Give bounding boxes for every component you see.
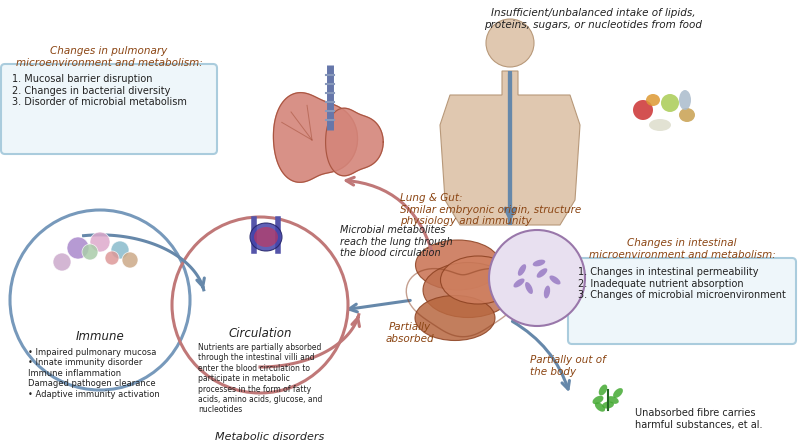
Ellipse shape xyxy=(514,278,525,288)
Circle shape xyxy=(486,19,534,67)
Text: Microbial metabolites
reach the lung through
the blood circulation: Microbial metabolites reach the lung thr… xyxy=(340,225,453,258)
Ellipse shape xyxy=(633,100,653,120)
Text: Immune: Immune xyxy=(76,330,124,343)
Ellipse shape xyxy=(533,260,546,266)
FancyBboxPatch shape xyxy=(1,64,217,154)
Text: Partially out of
the body: Partially out of the body xyxy=(530,355,606,376)
Circle shape xyxy=(53,253,71,271)
Text: Circulation: Circulation xyxy=(228,327,292,340)
Ellipse shape xyxy=(254,227,278,247)
Ellipse shape xyxy=(544,285,550,298)
Ellipse shape xyxy=(518,264,526,276)
Polygon shape xyxy=(326,108,383,176)
Text: Insufficient/unbalanced intake of lipids,
proteins, sugars, or nucleotides from : Insufficient/unbalanced intake of lipids… xyxy=(484,8,702,29)
Polygon shape xyxy=(274,93,358,182)
Circle shape xyxy=(67,237,89,259)
Ellipse shape xyxy=(595,402,605,412)
Text: 1. Mucosal barrier disruption
2. Changes in bacterial diversity
3. Disorder of m: 1. Mucosal barrier disruption 2. Changes… xyxy=(12,74,187,107)
Ellipse shape xyxy=(441,256,515,304)
Ellipse shape xyxy=(415,240,501,290)
Text: 1. Changes in intestinal permeability
2. Inadequate nutrient absorption
3. Chang: 1. Changes in intestinal permeability 2.… xyxy=(578,267,786,300)
Ellipse shape xyxy=(613,388,623,398)
Circle shape xyxy=(105,251,119,265)
Ellipse shape xyxy=(525,282,533,294)
Ellipse shape xyxy=(423,263,513,318)
Text: • Impaired pulmonary mucosa
• Innate immunity disorder
Immune inflammation
Damag: • Impaired pulmonary mucosa • Innate imm… xyxy=(28,348,160,399)
Ellipse shape xyxy=(550,276,561,285)
Ellipse shape xyxy=(537,268,547,278)
Ellipse shape xyxy=(593,396,603,404)
Circle shape xyxy=(90,232,110,252)
Ellipse shape xyxy=(661,94,679,112)
Ellipse shape xyxy=(607,396,618,404)
Ellipse shape xyxy=(250,223,282,251)
Polygon shape xyxy=(440,71,580,225)
Ellipse shape xyxy=(646,94,660,106)
Ellipse shape xyxy=(415,296,495,340)
Ellipse shape xyxy=(679,90,691,110)
Circle shape xyxy=(111,241,129,259)
Text: Partially
absorbed: Partially absorbed xyxy=(386,322,434,343)
Circle shape xyxy=(122,252,138,268)
Text: Metabolic disorders: Metabolic disorders xyxy=(215,432,325,442)
Bar xyxy=(502,71,518,95)
Circle shape xyxy=(489,230,585,326)
Text: Changes in intestinal
microenvironment and metabolism:: Changes in intestinal microenvironment a… xyxy=(589,238,775,260)
Ellipse shape xyxy=(679,108,695,122)
Text: Unabsorbed fibre carries
harmful substances, et al.: Unabsorbed fibre carries harmful substan… xyxy=(635,408,762,429)
Ellipse shape xyxy=(602,401,614,409)
Circle shape xyxy=(82,244,98,260)
Text: Lung & Gut:
Similar embryonic origin, structure
physiology and immunity: Lung & Gut: Similar embryonic origin, st… xyxy=(400,193,582,226)
Ellipse shape xyxy=(598,384,607,396)
FancyBboxPatch shape xyxy=(568,258,796,344)
Text: Nutrients are partially absorbed
through the intestinal villi and
enter the bloo: Nutrients are partially absorbed through… xyxy=(198,343,322,414)
Ellipse shape xyxy=(649,119,671,131)
Text: Changes in pulmonary
microenvironment and metabolism:: Changes in pulmonary microenvironment an… xyxy=(16,46,202,68)
